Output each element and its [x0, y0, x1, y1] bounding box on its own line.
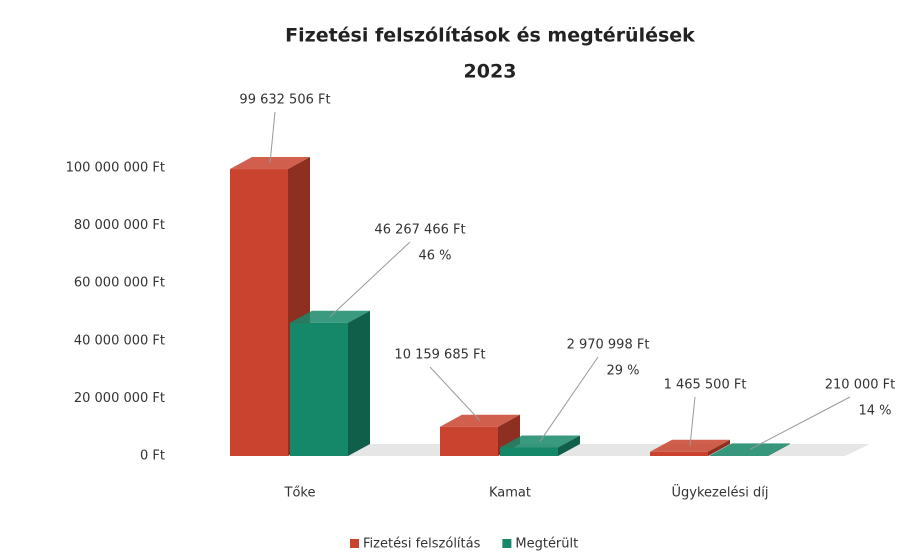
y-tick-label: 0 Ft: [140, 449, 165, 464]
bar: [440, 426, 498, 456]
bar: [650, 451, 708, 456]
bar-side: [558, 435, 580, 456]
data-label: 1 465 500 Ft: [664, 378, 747, 393]
y-tick-label: 60 000 000 Ft: [74, 276, 165, 291]
y-tick-label: 40 000 000 Ft: [74, 333, 165, 348]
x-tick-label: Tőke: [284, 486, 316, 501]
percent-label: 46 %: [418, 249, 451, 264]
leader-line: [429, 366, 481, 422]
y-tick-label: 20 000 000 Ft: [74, 391, 165, 406]
legend-label: Megtérült: [515, 537, 578, 552]
bar: [500, 447, 558, 456]
y-tick-label: 80 000 000 Ft: [74, 218, 165, 233]
data-label: 46 267 466 Ft: [374, 223, 465, 238]
bar-side: [708, 439, 730, 456]
percent-label: 14 %: [858, 404, 891, 419]
bar-side: [348, 310, 370, 456]
data-label: 99 632 506 Ft: [239, 93, 330, 108]
legend-swatch: [350, 539, 359, 548]
bar: [290, 322, 348, 456]
data-label: 2 970 998 Ft: [567, 338, 650, 353]
bar: [230, 169, 288, 456]
leader-line: [329, 241, 411, 318]
legend-swatch: [502, 539, 512, 548]
data-label: 210 000 Ft: [825, 378, 895, 393]
data-label: 10 159 685 Ft: [394, 348, 485, 363]
legend-label: Fizetési felszólítás: [363, 537, 481, 552]
leader-line: [539, 356, 599, 442]
leader-line: [689, 396, 696, 446]
x-tick-label: Ügykezelési díj: [672, 484, 769, 501]
chart-subtitle: 2023: [464, 61, 517, 83]
leader-line: [269, 111, 276, 164]
bar: [710, 455, 768, 456]
leader-line: [749, 396, 851, 450]
x-tick-label: Kamat: [489, 486, 531, 501]
y-tick-label: 100 000 000 Ft: [66, 161, 165, 176]
chart-title: Fizetési felszólítások és megtérülések: [285, 25, 695, 47]
bar-side: [768, 443, 790, 456]
percent-label: 29 %: [606, 364, 639, 379]
